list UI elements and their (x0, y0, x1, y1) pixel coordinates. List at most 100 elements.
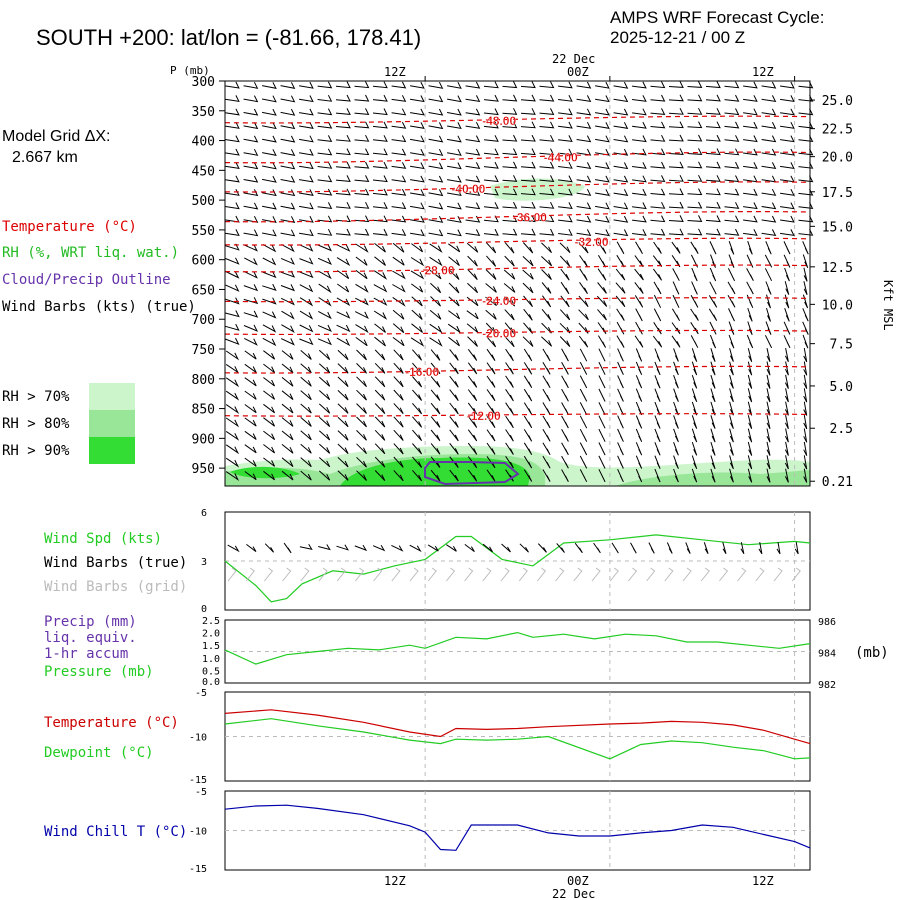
wind-barb (505, 402, 514, 415)
wind-barb (317, 135, 333, 143)
wind-barb-grid (773, 567, 783, 582)
wind-barb (355, 336, 368, 347)
wind-barb (597, 335, 607, 348)
wind-barb (318, 390, 331, 401)
wind-barb (354, 175, 370, 182)
wind-barb (410, 81, 425, 89)
wind-barb (687, 107, 703, 115)
wind-barb (225, 297, 240, 305)
wind-barb (486, 456, 496, 469)
wind-barb (650, 94, 666, 102)
wind-barb (318, 416, 331, 427)
wind-barb (558, 108, 573, 116)
wind-barb (449, 389, 459, 402)
wind-barb (504, 309, 515, 321)
wind-barb (243, 81, 259, 89)
wind-barb-grid (537, 567, 547, 582)
wind-barb (523, 308, 533, 321)
rh-legend-swatch-90 (89, 437, 135, 464)
wind-barb (597, 268, 607, 281)
wind-barb (803, 374, 808, 389)
wind-barb-true (556, 543, 565, 553)
wind-barb (635, 308, 643, 322)
wind-barb (560, 295, 570, 308)
legend-rh: RH (%, WRT liq. wat.) (2, 245, 179, 261)
rh-region-70-upper (490, 178, 585, 201)
wind-barb (262, 82, 277, 89)
wind-barb (466, 296, 479, 307)
wind-barb (523, 322, 533, 334)
wind-barb (598, 402, 606, 416)
wind-barb (299, 257, 314, 265)
wind-barb-grid (427, 567, 437, 582)
wind-barb (430, 429, 441, 442)
wind-barb (430, 443, 441, 455)
wind-barb (449, 362, 459, 375)
wind-barb (539, 148, 555, 156)
wind-barb (520, 108, 536, 115)
wind-barb (673, 455, 679, 469)
wind-barb (784, 455, 789, 470)
wind-barb (613, 215, 629, 223)
wind-barb (691, 281, 698, 295)
wind-barb (300, 376, 312, 387)
top-time-label-00z: 00Z (567, 65, 589, 79)
wind-barb (520, 81, 536, 89)
wind-barb (299, 148, 314, 156)
wind-barb (652, 268, 663, 281)
wind-barb (447, 148, 462, 156)
wind-barb (539, 134, 555, 142)
wind-barb (747, 348, 753, 363)
wind-barb (558, 161, 573, 169)
wind-barb (243, 95, 259, 103)
kft-tick-label: 0.21 (822, 475, 853, 490)
wind-barb (558, 175, 573, 183)
y-tick-label: 0 (201, 604, 207, 615)
wind-barb (616, 241, 625, 255)
wind-barb (559, 336, 571, 347)
wind-barb (244, 471, 257, 481)
wind-barb (243, 162, 259, 170)
wind-barb (467, 429, 478, 442)
wind-barb (690, 241, 699, 254)
wind-barb (708, 295, 718, 308)
wind-barb (447, 135, 462, 143)
wind-barb (613, 108, 629, 116)
wind-barb (317, 202, 333, 210)
wind-barb (617, 401, 624, 416)
temperature-contour-label: -16.00 (405, 365, 439, 379)
wind-barb (465, 175, 481, 183)
wind-barb (671, 308, 681, 322)
wind-barb (616, 335, 625, 348)
wind-barb (300, 443, 312, 454)
kft-tick-label: 15.0 (822, 220, 853, 235)
wind-barb (505, 348, 514, 362)
wind-barb-true (391, 544, 404, 552)
wind-barb (783, 254, 791, 268)
wind-barb (336, 311, 351, 319)
wind-barb (393, 362, 404, 374)
wind-barb (372, 148, 388, 156)
temperature-contour-line (224, 237, 811, 246)
wind-barb-true (409, 544, 422, 553)
wind-barb (761, 175, 777, 183)
wind-barb (652, 255, 663, 268)
wind-barb (262, 337, 277, 347)
wind-barb (764, 268, 773, 282)
wind-barb-true (299, 544, 313, 551)
y-tick-label: 3 (201, 557, 207, 568)
wind-barb (354, 311, 369, 320)
wind-barb (428, 229, 444, 237)
wind-barb-grid (373, 567, 383, 582)
wind-barb (335, 108, 351, 115)
wind-barb (299, 95, 314, 103)
wind-barb (747, 241, 753, 255)
wind-barb (466, 323, 479, 333)
wind-barb (447, 202, 462, 210)
wind-barb (522, 242, 534, 254)
wind-barb (281, 444, 294, 454)
y-tick-label: 0.5 (202, 666, 220, 677)
wind-barb (747, 321, 753, 336)
temperature-line (224, 709, 811, 745)
wind-barb (766, 294, 771, 309)
